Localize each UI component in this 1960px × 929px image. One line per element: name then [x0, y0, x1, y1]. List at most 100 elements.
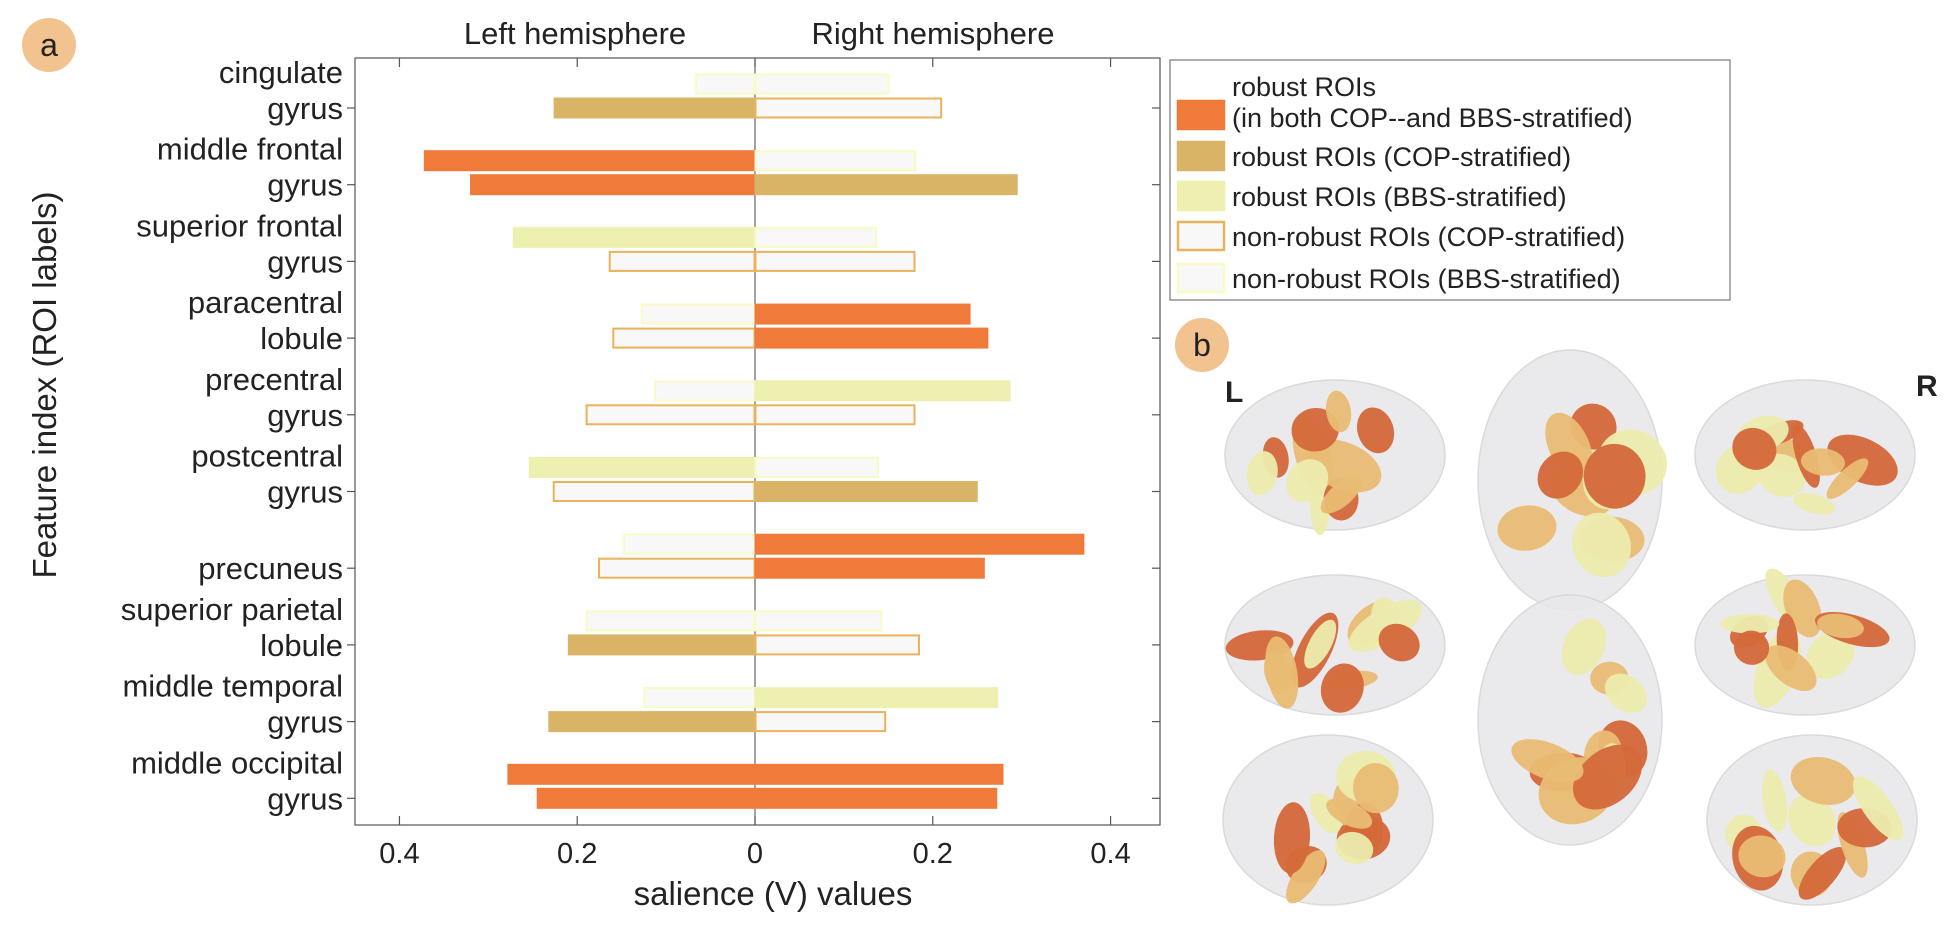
category-label-3-0: paracentral: [188, 285, 343, 320]
bar-left-cop-2: [608, 250, 756, 272]
category-label-7-0: superior parietal: [121, 592, 343, 627]
category-label-1-0: middle frontal: [157, 132, 343, 167]
legend-text-1: robust ROIs (COP-stratified): [1232, 142, 1571, 172]
category-label-7-1: lobule: [260, 628, 343, 663]
legend-swatch-0: [1176, 99, 1226, 131]
bar-right-bbs-8: [754, 687, 999, 709]
category-label-0-0: cingulate: [219, 55, 343, 90]
category-label-2-1: gyrus: [267, 244, 343, 279]
bar-left-cop-7: [567, 634, 756, 656]
brain-left-label: L: [1225, 376, 1243, 409]
category-label-8-0: middle temporal: [122, 669, 343, 704]
brain-region-left-lateral-10: [1325, 390, 1352, 433]
legend-text-2: robust ROIs (BBS-stratified): [1232, 182, 1567, 212]
bar-right-cop-6: [754, 557, 985, 579]
legend-text-0-1: (in both COP--and BBS-stratified): [1232, 103, 1633, 133]
bar-left-bbs-5: [528, 457, 756, 478]
bar-right-cop-0: [754, 97, 943, 119]
brain-region-anterior-9: [1738, 835, 1786, 878]
bar-left-bbs-8: [643, 687, 756, 709]
brain-region-superior-6: [1497, 505, 1557, 551]
bar-left-bbs-3: [640, 303, 756, 325]
bar-left-cop-3: [612, 327, 756, 349]
brain-region-posterior-10: [1353, 763, 1399, 814]
brain-region-left-medial-9: [1320, 663, 1364, 713]
bar-left-cop-5: [552, 481, 756, 502]
bar-right-cop-1: [754, 174, 1018, 196]
brain-region-superior-10: [1571, 512, 1631, 578]
bar-right-bbs-4: [754, 380, 1011, 402]
left-hemisphere-label: Left hemisphere: [464, 16, 686, 51]
legend-swatch-3: [1176, 220, 1226, 252]
brain-region-left-medial-6: [1378, 623, 1420, 662]
legend-swatch-1: [1176, 140, 1226, 172]
category-label-9-1: gyrus: [267, 781, 343, 816]
brain-region-left-lateral-7: [1320, 475, 1363, 514]
brain-region-right-lateral-5: [1826, 458, 1869, 499]
brain-region-inferior-8: [1573, 744, 1643, 810]
x-tick-label-1: 0.2: [557, 838, 597, 870]
brain-region-right-medial-9: [1720, 614, 1780, 634]
brain-region-left-lateral-8: [1285, 459, 1329, 503]
legend-text-3: non-robust ROIs (COP-stratified): [1232, 222, 1625, 252]
category-label-4-0: precentral: [205, 362, 343, 397]
bar-left-bbs-1: [423, 150, 756, 172]
category-label-5-1: gyrus: [267, 475, 343, 510]
plot-frame: [354, 57, 1161, 826]
bar-right-bbs-1: [754, 150, 917, 172]
brain-region-inferior-9: [1511, 739, 1584, 783]
legend: robust ROIs(in both COP--and BBS-stratif…: [1169, 59, 1731, 301]
category-label-4-1: gyrus: [267, 398, 343, 433]
brain-region-right-lateral-8: [1800, 448, 1846, 476]
brain-region-right-medial-3: [1806, 630, 1855, 679]
category-label-3-1: lobule: [260, 321, 343, 356]
brain-region-left-lateral-5: [1246, 451, 1278, 496]
bar-right-cop-4: [754, 404, 916, 426]
bar-right-cop-5: [754, 481, 978, 502]
brain-region-anterior-10: [1761, 769, 1788, 832]
bar-right-cop-7: [754, 634, 920, 656]
brain-region-right-lateral-0: [1793, 493, 1836, 515]
legend-swatch-4: [1176, 262, 1226, 294]
bar-left-cop-6: [598, 557, 756, 579]
bar-left-cop-4: [585, 404, 756, 426]
brain-region-right-medial-5: [1817, 613, 1864, 639]
bar-right-bbs-9: [754, 763, 1004, 785]
bar-right-cop-3: [754, 327, 989, 349]
bar-right-bbs-6: [754, 533, 1085, 555]
panel-b-badge: b: [1175, 318, 1229, 372]
bar-left-bbs-6: [622, 533, 756, 555]
bar-left-bbs-0: [694, 73, 756, 95]
category-label-0-1: gyrus: [267, 91, 343, 126]
brain-region-posterior-7: [1326, 798, 1373, 829]
x-tick-label-4: 0.4: [1090, 838, 1130, 870]
category-label-5-0: postcentral: [191, 439, 343, 474]
category-label-8-1: gyrus: [267, 705, 343, 740]
brain-region-right-medial-10: [1733, 630, 1770, 665]
bar-left-bbs-7: [585, 610, 756, 632]
bar-right-bbs-0: [754, 73, 890, 95]
bar-left-cop-9: [536, 787, 756, 809]
bar-right-bbs-3: [754, 303, 971, 325]
brain-right-label: R: [1916, 370, 1938, 403]
brain-region-anterior-6: [1790, 756, 1856, 805]
brain-region-superior-8: [1583, 443, 1646, 509]
bar-right-bbs-5: [754, 457, 880, 478]
category-label-1-1: gyrus: [267, 168, 343, 203]
x-axis-label: salience (V) values: [634, 875, 913, 912]
brain-region-right-lateral-10: [1732, 427, 1777, 470]
brain-region-left-lateral-6: [1291, 407, 1339, 452]
category-label-9-0: middle occipital: [131, 745, 343, 780]
bar-right-cop-8: [754, 711, 887, 733]
brain-region-posterior-4: [1286, 850, 1326, 904]
brain-region-left-medial-8: [1304, 619, 1337, 669]
panel-a-label: a: [40, 26, 58, 63]
bar-right-cop-9: [754, 787, 998, 809]
bar-left-cop-8: [548, 711, 756, 733]
y-axis-label: Feature index (ROI labels): [26, 192, 63, 579]
legend-swatch-2: [1176, 180, 1226, 212]
brain-view-right-medial: [1694, 574, 1916, 716]
